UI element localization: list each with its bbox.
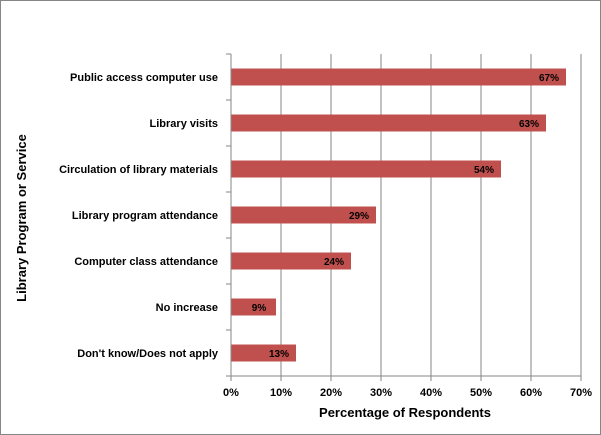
category-label: Computer class attendance xyxy=(74,256,218,268)
category-label: Public access computer use xyxy=(70,72,218,84)
x-tick-label: 10% xyxy=(270,387,292,399)
data-label: 29% xyxy=(349,211,369,222)
data-label: 13% xyxy=(269,349,289,360)
axes xyxy=(226,53,582,381)
category-label: Library program attendance xyxy=(72,210,218,222)
gridlines xyxy=(280,54,582,376)
category-label: Circulation of library materials xyxy=(59,164,218,176)
bar xyxy=(231,68,566,86)
data-label: 67% xyxy=(539,73,559,84)
x-tick-label: 70% xyxy=(570,387,592,399)
y-axis-title: Library Program or Service xyxy=(14,134,29,302)
x-tick-label: 0% xyxy=(223,387,239,399)
data-label: 9% xyxy=(252,303,267,314)
bar xyxy=(231,160,501,178)
x-tick-label: 60% xyxy=(520,387,542,399)
labels: 0% 10% 20% 30% 40% 50% 60% 70% Public access com… xyxy=(59,72,592,399)
bar xyxy=(231,344,296,362)
data-label: 54% xyxy=(474,165,494,176)
bar xyxy=(231,114,546,132)
category-label: No increase xyxy=(156,302,218,314)
x-tick-label: 40% xyxy=(420,387,442,399)
bar xyxy=(231,252,351,270)
x-tick-label: 50% xyxy=(470,387,492,399)
data-label: 24% xyxy=(324,257,344,268)
x-tick-label: 20% xyxy=(320,387,342,399)
bar xyxy=(231,298,276,316)
x-axis-title: Percentage of Respondents xyxy=(319,405,491,420)
category-label: Don't know/Does not apply xyxy=(77,348,219,360)
bars xyxy=(231,68,566,362)
bar xyxy=(231,206,376,224)
data-label: 63% xyxy=(519,119,539,130)
x-tick-label: 30% xyxy=(370,387,392,399)
category-label: Library visits xyxy=(150,118,218,130)
